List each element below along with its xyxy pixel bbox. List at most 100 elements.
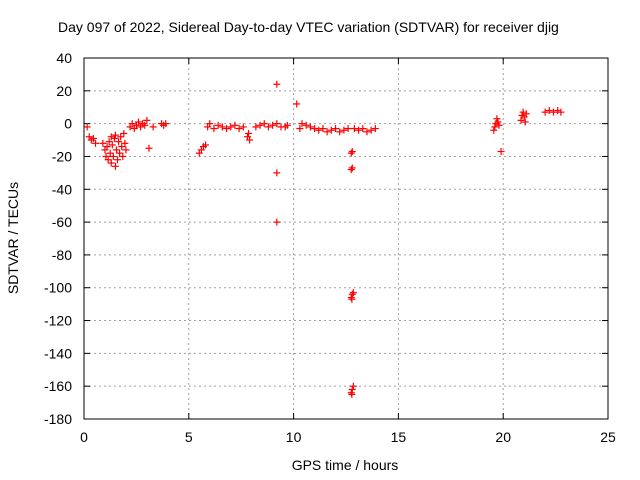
y-tick-label: -140 — [44, 345, 72, 361]
data-point — [367, 126, 375, 134]
data-point — [114, 156, 122, 164]
data-point — [109, 152, 117, 160]
data-point — [162, 120, 170, 128]
data-point — [344, 125, 352, 133]
data-point — [260, 120, 268, 128]
y-tick-label: -40 — [52, 181, 72, 197]
data-point — [296, 125, 304, 133]
data-point — [493, 115, 501, 123]
data-point — [218, 123, 226, 131]
data-point — [145, 144, 153, 152]
y-axis-label: SDTVAR / TECUs — [5, 182, 21, 294]
data-point — [355, 126, 363, 134]
data-point — [550, 108, 558, 116]
data-point — [103, 143, 111, 151]
data-point — [363, 128, 371, 136]
data-point — [517, 116, 525, 124]
data-point — [227, 123, 235, 131]
data-point — [349, 382, 357, 390]
data-point — [348, 295, 356, 303]
x-tick-label: 5 — [185, 429, 193, 445]
data-point — [231, 121, 239, 129]
x-tick-label: 10 — [286, 429, 302, 445]
data-point — [118, 143, 126, 151]
data-point — [112, 146, 120, 154]
data-point — [92, 139, 100, 147]
data-point — [116, 149, 124, 157]
y-tick-label: -160 — [44, 378, 72, 394]
data-point — [141, 121, 149, 129]
data-point — [495, 121, 503, 129]
y-axis-ticks: 40 20 0 -20 -40 -60 -80 -100 -120 -140 -160 -180 — [44, 50, 608, 427]
data-point — [497, 148, 505, 156]
data-point — [99, 139, 107, 147]
data-point — [115, 138, 123, 146]
plot-frame — [83, 57, 609, 420]
data-point — [269, 121, 277, 129]
data-point — [89, 134, 97, 142]
data-point — [252, 123, 260, 131]
data-point — [350, 125, 358, 133]
x-axis-ticks: 0 5 10 15 20 25 — [80, 58, 616, 445]
data-point — [83, 123, 91, 131]
data-point — [117, 133, 125, 141]
data-point — [143, 116, 151, 124]
data-point — [246, 136, 254, 144]
data-point — [105, 138, 113, 146]
data-point — [347, 389, 355, 397]
y-tick-label: 20 — [56, 83, 72, 99]
data-point — [214, 121, 222, 129]
data-point — [323, 128, 331, 136]
data-point — [315, 126, 323, 134]
data-point — [349, 289, 357, 297]
y-tick-label: 0 — [64, 116, 72, 132]
data-point — [283, 121, 291, 129]
data-point — [371, 125, 379, 133]
data-point — [108, 141, 116, 149]
data-point — [122, 146, 130, 154]
x-tick-label: 20 — [495, 429, 511, 445]
data-point — [490, 126, 498, 134]
data-point — [206, 120, 214, 128]
data-point — [359, 125, 367, 133]
data-point — [494, 118, 502, 126]
x-tick-label: 0 — [80, 429, 88, 445]
data-point — [104, 156, 112, 164]
data-point — [111, 131, 119, 139]
data-point — [110, 134, 118, 142]
y-tick-label: -120 — [44, 313, 72, 329]
data-point — [223, 125, 231, 133]
data-point — [273, 80, 281, 88]
data-point — [107, 159, 115, 167]
data-point — [340, 126, 348, 134]
data-point — [327, 126, 335, 134]
y-tick-label: -180 — [44, 411, 72, 427]
data-point — [120, 129, 128, 137]
data-point — [119, 152, 127, 160]
data-point — [319, 125, 327, 133]
y-tick-label: 40 — [56, 50, 72, 66]
data-point — [273, 218, 281, 226]
data-point — [347, 294, 355, 302]
data-point — [311, 125, 319, 133]
data-point — [545, 107, 553, 115]
data-point — [491, 123, 499, 131]
grid-lines — [84, 58, 608, 419]
y-tick-label: -100 — [44, 280, 72, 296]
data-point — [298, 120, 306, 128]
data-point — [347, 149, 355, 157]
data-point — [134, 118, 142, 126]
data-point — [121, 139, 129, 147]
data-point — [302, 121, 310, 129]
data-point — [106, 149, 114, 157]
data-point — [293, 100, 301, 108]
data-point — [332, 125, 340, 133]
data-point — [256, 121, 264, 129]
y-tick-label: -80 — [52, 247, 72, 263]
data-point — [348, 164, 356, 172]
data-point — [521, 118, 529, 126]
data-point — [347, 166, 355, 174]
data-point — [336, 128, 344, 136]
data-point — [306, 123, 314, 131]
